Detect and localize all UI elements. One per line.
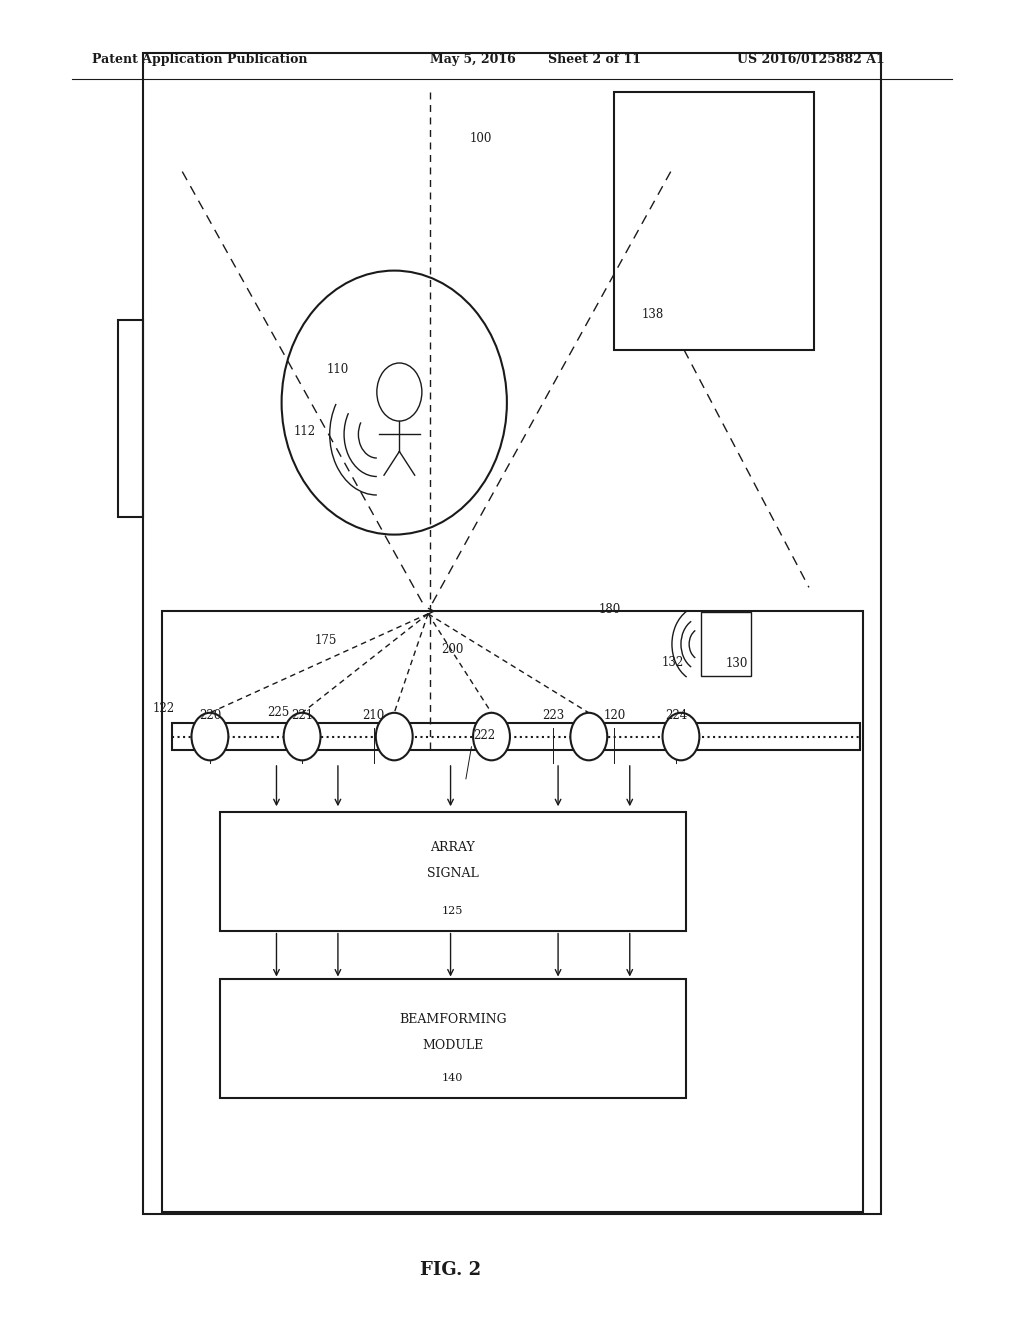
Text: Patent Application Publication: Patent Application Publication: [92, 53, 307, 66]
Text: 222: 222: [473, 729, 496, 742]
Text: 200: 200: [441, 643, 464, 656]
Circle shape: [663, 713, 699, 760]
Text: 112: 112: [294, 425, 316, 438]
Text: May 5, 2016: May 5, 2016: [430, 53, 516, 66]
Text: FIG. 2: FIG. 2: [420, 1261, 481, 1279]
Text: 110: 110: [327, 363, 349, 376]
Bar: [172, 723, 860, 750]
Text: SIGNAL: SIGNAL: [427, 867, 478, 880]
Text: 125: 125: [442, 906, 463, 916]
Circle shape: [284, 713, 321, 760]
Text: 140: 140: [442, 1073, 463, 1084]
Text: 120: 120: [603, 709, 626, 722]
Text: 175: 175: [314, 634, 337, 647]
Text: 132: 132: [662, 656, 684, 669]
Bar: [143, 53, 881, 1214]
Circle shape: [473, 713, 510, 760]
Text: ARRAY: ARRAY: [430, 841, 475, 854]
Text: US 2016/0125882 A1: US 2016/0125882 A1: [737, 53, 885, 66]
Bar: [701, 612, 751, 676]
Text: MODULE: MODULE: [422, 1039, 483, 1052]
Text: 221: 221: [291, 709, 313, 722]
Text: 220: 220: [199, 709, 221, 722]
Text: 224: 224: [665, 709, 687, 722]
Bar: [614, 92, 814, 350]
Bar: [162, 611, 863, 1212]
Circle shape: [570, 713, 607, 760]
Text: 225: 225: [267, 706, 290, 719]
Text: 130: 130: [726, 657, 749, 671]
Text: 223: 223: [542, 709, 564, 722]
Bar: [220, 812, 686, 931]
Bar: [220, 979, 686, 1098]
Text: BEAMFORMING: BEAMFORMING: [398, 1012, 507, 1026]
Text: 122: 122: [153, 702, 175, 715]
Text: 210: 210: [362, 709, 385, 722]
Circle shape: [191, 713, 228, 760]
Text: Sheet 2 of 11: Sheet 2 of 11: [548, 53, 641, 66]
Bar: [118, 319, 143, 517]
Circle shape: [376, 713, 413, 760]
Text: 138: 138: [641, 308, 664, 321]
Text: 180: 180: [598, 603, 621, 616]
Text: 100: 100: [470, 132, 493, 145]
